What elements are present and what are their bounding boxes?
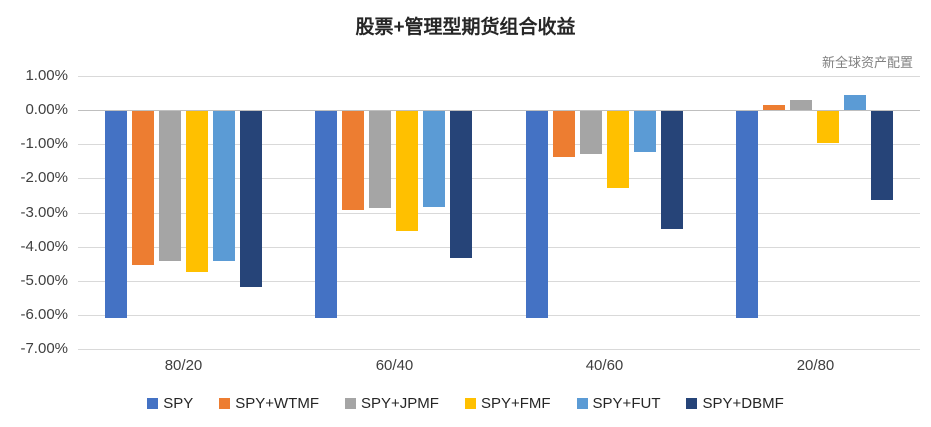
legend-label: SPY+WTMF xyxy=(235,395,319,412)
bar-SPY+FUT-60/40 xyxy=(423,111,445,207)
legend-swatch-icon xyxy=(576,398,588,409)
y-axis-tick-label: -6.00% xyxy=(20,306,68,323)
bar-SPY+FMF-60/40 xyxy=(396,111,418,231)
gridline xyxy=(78,213,920,214)
legend-item-SPY+WTMF: SPY+WTMF xyxy=(219,395,319,412)
gridline xyxy=(78,349,920,350)
gridline xyxy=(78,76,920,77)
x-axis-category-label: 80/20 xyxy=(164,357,203,374)
gridline xyxy=(78,315,920,316)
chart-legend: SPY SPY+WTMF SPY+JPMF SPY+FMF SPY+FUT SPY+DBM… xyxy=(0,395,931,412)
legend-item-SPY+FMF: SPY+FMF xyxy=(464,395,551,412)
legend-label: SPY+JPMF xyxy=(361,395,439,412)
legend-swatch-icon xyxy=(686,398,698,409)
y-axis-tick-label: -2.00% xyxy=(20,169,68,186)
y-axis-tick-label: -3.00% xyxy=(20,204,68,221)
bar-SPY+DBMF-60/40 xyxy=(450,111,472,258)
bar-SPY+JPMF-80/20 xyxy=(159,111,181,261)
gridline xyxy=(78,281,920,282)
legend-item-SPY+JPMF: SPY+JPMF xyxy=(345,395,439,412)
bar-SPY-80/20 xyxy=(105,111,127,318)
zero-axis-line xyxy=(78,110,920,111)
legend-item-SPY+DBMF: SPY+DBMF xyxy=(686,395,784,412)
bar-SPY-40/60 xyxy=(526,111,548,318)
y-axis-tick-label: -5.00% xyxy=(20,272,68,289)
y-axis-tick-label: 1.00% xyxy=(25,67,68,84)
gridline xyxy=(78,178,920,179)
bar-SPY+WTMF-20/80 xyxy=(763,105,785,110)
x-axis-category-label: 40/60 xyxy=(585,357,624,374)
y-axis-tick-label: -7.00% xyxy=(20,340,68,357)
watermark-label: 新全球资产配置 xyxy=(821,55,913,70)
legend-item-SPY+FUT: SPY+FUT xyxy=(576,395,661,412)
legend-label: SPY xyxy=(163,395,194,412)
bar-SPY+FMF-20/80 xyxy=(817,111,839,143)
legend-swatch-icon xyxy=(147,398,159,409)
y-axis-tick-label: -1.00% xyxy=(20,135,68,152)
bar-SPY+JPMF-20/80 xyxy=(790,100,812,110)
bar-SPY-60/40 xyxy=(315,111,337,318)
legend-swatch-icon xyxy=(219,398,231,409)
chart-title: 股票+管理型期货组合收益 xyxy=(355,17,576,38)
bar-SPY+JPMF-40/60 xyxy=(580,111,602,154)
x-axis-category-label: 60/40 xyxy=(375,357,414,374)
y-axis-tick-label: 0.00% xyxy=(25,101,68,118)
bar-SPY+DBMF-20/80 xyxy=(871,111,893,200)
bar-SPY+FUT-80/20 xyxy=(213,111,235,261)
bar-SPY+DBMF-80/20 xyxy=(240,111,262,287)
gridline xyxy=(78,247,920,248)
bar-SPY+DBMF-40/60 xyxy=(661,111,683,229)
legend-swatch-icon xyxy=(464,398,476,409)
y-axis-tick-label: -4.00% xyxy=(20,238,68,255)
gridline xyxy=(78,144,920,145)
bar-SPY+FMF-40/60 xyxy=(607,111,629,188)
bar-SPY+FUT-20/80 xyxy=(844,95,866,110)
bar-SPY+FMF-80/20 xyxy=(186,111,208,272)
bar-SPY+WTMF-80/20 xyxy=(132,111,154,265)
legend-label: SPY+FMF xyxy=(480,395,551,412)
bar-SPY+WTMF-60/40 xyxy=(342,111,364,210)
legend-label: SPY+FUT xyxy=(592,395,661,412)
legend-label: SPY+DBMF xyxy=(702,395,784,412)
bar-SPY+JPMF-60/40 xyxy=(369,111,391,208)
bar-SPY-20/80 xyxy=(736,111,758,318)
legend-swatch-icon xyxy=(345,398,356,409)
bar-SPY+FUT-40/60 xyxy=(634,111,656,152)
x-axis-category-label: 20/80 xyxy=(796,357,835,374)
bar-SPY+WTMF-40/60 xyxy=(553,111,575,157)
legend-item-SPY: SPY xyxy=(147,395,193,412)
